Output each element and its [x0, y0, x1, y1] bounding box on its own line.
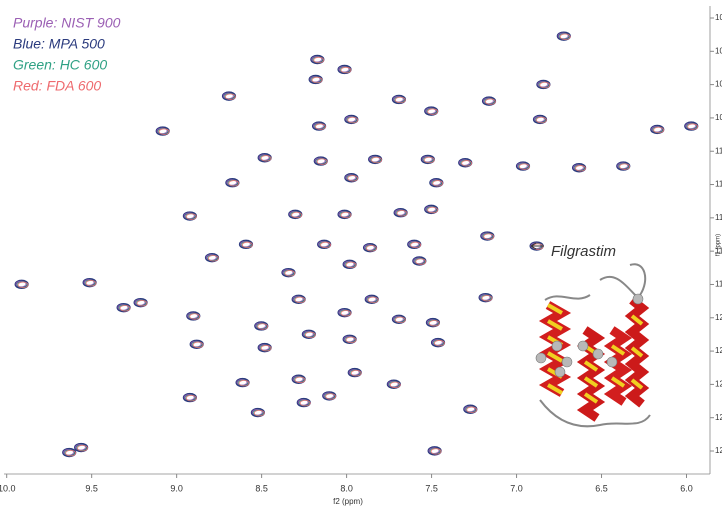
legend-entry: Red: FDA 600 [13, 78, 101, 94]
x-tick-label: 8.0 [340, 483, 353, 493]
y-tick-label: 128 [715, 446, 722, 455]
y-tick-label: 118 [715, 280, 722, 289]
y-tick-label: 116 [715, 246, 722, 255]
y-tick-label: 102 [715, 13, 722, 22]
y-tick-label: 114 [715, 213, 722, 222]
x-tick-label: 9.0 [170, 483, 183, 493]
x-tick-label: 6.0 [680, 483, 693, 493]
y-tick-label: 112 [715, 180, 722, 189]
y-tick-label: 110 [715, 146, 722, 155]
x-tick-label: 9.5 [85, 483, 98, 493]
y-tick-label: 120 [715, 313, 722, 322]
x-tick-label: 6.5 [595, 483, 608, 493]
y-tick-label: 122 [715, 346, 722, 355]
x-tick-label: 8.5 [255, 483, 268, 493]
y-tick-label: 124 [715, 380, 722, 389]
x-tick-label: 10.0 [0, 483, 15, 493]
legend-entry: Purple: NIST 900 [13, 15, 121, 31]
y-tick-label: 126 [715, 413, 722, 422]
page: f2 (ppm) f1 (ppm) Filgrastim 10.09.59.08… [0, 0, 722, 508]
y-tick-label: 106 [715, 80, 722, 89]
legend-entry: Blue: MPA 500 [13, 36, 105, 52]
annotation: Filgrastim [551, 243, 616, 260]
chart: f2 (ppm) f1 (ppm) Filgrastim 10.09.59.08… [0, 0, 722, 508]
legend-entry: Green: HC 600 [13, 57, 107, 73]
y-tick-label: 108 [715, 113, 722, 122]
y-tick-label: 104 [715, 46, 722, 55]
x-tick-label: 7.0 [510, 483, 523, 493]
x-tick-label: 7.5 [425, 483, 438, 493]
protein-structure [536, 264, 650, 426]
x-axis-label: f2 (ppm) [333, 497, 363, 506]
